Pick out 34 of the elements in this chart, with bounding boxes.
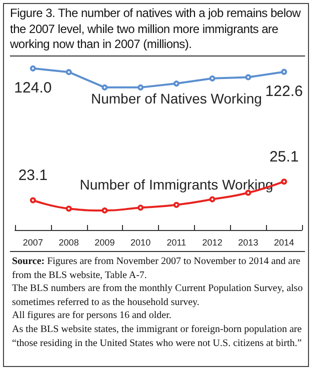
x-tick-label: 2012	[202, 238, 222, 248]
text: As the BLS website states, the immigrant or foreign-born population are “those residing in the United States who were not U.S. citizens at birth.”	[12, 322, 303, 350]
x-tick-label: 2011	[166, 238, 186, 248]
point	[173, 80, 180, 87]
data-label: 25.1	[269, 148, 299, 166]
point	[138, 204, 144, 211]
point	[209, 75, 216, 82]
text: All figures are for persons 16 and older.	[12, 309, 172, 323]
point	[138, 84, 144, 90]
data-label: 23.1	[18, 167, 48, 184]
x-tick-label: 2010	[130, 238, 151, 248]
point	[209, 196, 216, 202]
x-tick-label: 2009	[94, 238, 115, 248]
point	[102, 84, 108, 90]
point	[245, 74, 252, 80]
point	[30, 197, 36, 204]
data-label: 122.6	[265, 82, 303, 100]
series-label: Number of Immigrants Working	[80, 176, 274, 192]
x-tick-label: 2014	[274, 238, 294, 248]
point	[66, 69, 72, 76]
point	[281, 178, 288, 185]
point	[30, 65, 36, 72]
source-note: Source: Figures are from November 2007 to November to 2014 and are from the BLS website, Table A-7.	[12, 255, 302, 282]
point	[173, 202, 180, 208]
data-label: 124.0	[14, 79, 52, 96]
series-label: Number of Natives Working	[90, 90, 262, 106]
point	[102, 207, 108, 214]
text: The BLS numbers are from the monthly Current Population Survey, also sometimes referred to as the household survey.	[12, 282, 304, 310]
x-tick-label: 2008	[58, 238, 79, 248]
x-tick-label: 2007	[22, 238, 43, 248]
x-tick-label: 2013	[238, 238, 258, 248]
point	[66, 206, 72, 212]
chart-title: Figure 3. The number of natives with a job remains below the 2007 level, while two million more immigrants are working now than in 2007 (millions).	[10, 6, 302, 52]
point	[281, 68, 288, 75]
